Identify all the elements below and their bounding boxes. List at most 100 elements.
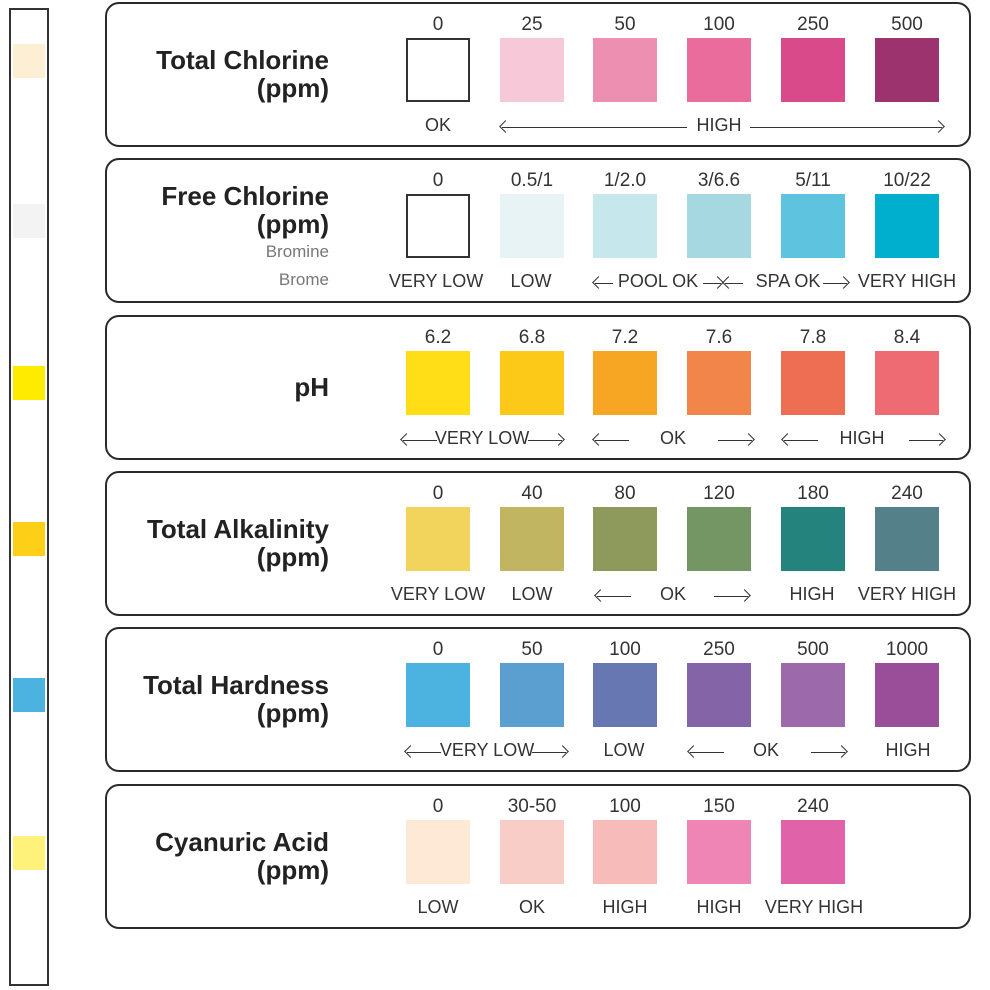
color-swatch bbox=[500, 820, 564, 884]
panel-free-chlorine: Free Chlorine (ppm) Bromine Brome 0 0.5/1 1/2.… bbox=[105, 158, 971, 303]
reading-value: 6.8 bbox=[518, 327, 546, 348]
reading-value: 50 bbox=[614, 14, 636, 35]
color-swatch bbox=[875, 351, 939, 415]
reading-value: 250 bbox=[703, 639, 735, 660]
strip-pad-1 bbox=[13, 44, 45, 78]
panel-title-line: Free Chlorine bbox=[161, 181, 329, 211]
arrow-right-icon bbox=[528, 440, 562, 441]
reading-value: 3/6.6 bbox=[697, 170, 741, 191]
arrow-right-icon bbox=[811, 752, 845, 753]
reading-value: 150 bbox=[703, 796, 735, 817]
range-scale: VERY LOW LOW OK HIGH bbox=[107, 740, 969, 766]
strip-pad-5 bbox=[13, 678, 45, 712]
reading-value: 6.2 bbox=[424, 327, 452, 348]
arrow-right-icon bbox=[703, 283, 721, 284]
reading-value: 10/22 bbox=[883, 170, 931, 191]
arrow-left-icon bbox=[502, 127, 687, 128]
reading-value: 7.8 bbox=[799, 327, 827, 348]
panel-total-hardness: Total Hardness (ppm) 0 50 100 250 500 1000 VERY … bbox=[105, 627, 971, 772]
strip-pad-3 bbox=[13, 366, 45, 400]
color-swatch bbox=[500, 507, 564, 571]
range-label: VERY HIGH bbox=[857, 271, 957, 291]
color-swatch bbox=[593, 194, 657, 258]
range-label: VERY HIGH bbox=[857, 584, 957, 604]
reading-value: 7.6 bbox=[705, 327, 733, 348]
arrow-left-icon bbox=[595, 283, 613, 284]
color-swatch bbox=[406, 663, 470, 727]
reading-value: 1000 bbox=[885, 639, 929, 660]
color-swatch bbox=[500, 351, 564, 415]
range-scale: LOW OK HIGH HIGH VERY HIGH bbox=[107, 897, 969, 923]
panel-title-line: (ppm) bbox=[256, 209, 329, 239]
range-scale: VERY LOW LOW OK HIGH VERY HIGH bbox=[107, 584, 969, 610]
reading-value: 40 bbox=[521, 483, 543, 504]
panel-total-alkalinity: Total Alkalinity (ppm) 0 40 80 120 180 240 VERY … bbox=[105, 471, 971, 616]
panel-title: Total Hardness (ppm) bbox=[143, 671, 329, 727]
reading-value: 100 bbox=[609, 639, 641, 660]
panel-subtitle: Bromine bbox=[265, 242, 329, 261]
reading-value: 100 bbox=[703, 14, 735, 35]
panel-cyanuric-acid: Cyanuric Acid (ppm) 0 30-50 100 150 240 LOW OK HI… bbox=[105, 784, 971, 929]
color-swatch bbox=[781, 820, 845, 884]
range-label: OK bbox=[659, 428, 687, 448]
reading-value: 500 bbox=[891, 14, 923, 35]
reading-value: 100 bbox=[609, 796, 641, 817]
color-swatch bbox=[406, 38, 470, 102]
color-swatch bbox=[593, 663, 657, 727]
range-label: HIGH bbox=[696, 897, 742, 917]
reading-value: 0.5/1 bbox=[510, 170, 554, 191]
color-swatch bbox=[781, 351, 845, 415]
arrow-left-icon bbox=[597, 596, 631, 597]
color-swatch bbox=[500, 194, 564, 258]
color-swatch bbox=[875, 507, 939, 571]
reading-value: 500 bbox=[797, 639, 829, 660]
arrow-left-icon bbox=[725, 283, 743, 284]
range-label: HIGH bbox=[789, 584, 835, 604]
range-scale: VERY LOW LOW POOL OK SPA OK VERY HIGH bbox=[107, 271, 969, 297]
arrow-left-icon bbox=[595, 440, 629, 441]
panel-title: Total Chlorine (ppm) bbox=[156, 46, 329, 102]
range-scale: OK HIGH bbox=[107, 115, 969, 141]
reading-value: 0 bbox=[432, 639, 444, 660]
range-label: VERY LOW bbox=[434, 428, 530, 448]
reading-value: 0 bbox=[432, 170, 444, 191]
range-label: OK bbox=[424, 115, 452, 135]
color-swatch bbox=[593, 820, 657, 884]
panel-title-line: (ppm) bbox=[256, 542, 329, 572]
color-swatch bbox=[406, 194, 470, 258]
color-swatch bbox=[687, 194, 751, 258]
panel-title-line: pH bbox=[294, 372, 329, 402]
arrow-right-icon bbox=[718, 440, 752, 441]
arrow-left-icon bbox=[784, 440, 818, 441]
arrow-right-icon bbox=[714, 596, 748, 597]
arrow-left-icon bbox=[403, 440, 437, 441]
range-label: VERY LOW bbox=[388, 271, 484, 291]
color-swatch bbox=[875, 194, 939, 258]
color-swatch bbox=[593, 351, 657, 415]
color-swatch bbox=[500, 38, 564, 102]
range-label: HIGH bbox=[602, 897, 648, 917]
arrow-right-icon bbox=[823, 283, 847, 284]
color-swatch bbox=[687, 507, 751, 571]
reading-value: 250 bbox=[797, 14, 829, 35]
strip-pad-2 bbox=[13, 204, 45, 238]
color-swatch bbox=[687, 351, 751, 415]
reading-value: 180 bbox=[797, 483, 829, 504]
panel-title-line: Total Hardness bbox=[143, 670, 329, 700]
color-swatch bbox=[406, 351, 470, 415]
reading-value: 80 bbox=[614, 483, 636, 504]
reading-value: 50 bbox=[521, 639, 543, 660]
range-label: OK bbox=[659, 584, 687, 604]
color-swatch bbox=[593, 38, 657, 102]
color-swatch bbox=[593, 507, 657, 571]
color-swatch bbox=[687, 820, 751, 884]
reading-value: 25 bbox=[521, 14, 543, 35]
panel-ph: pH 6.2 6.8 7.2 7.6 7.8 8.4 VERY LOW OK HIGH bbox=[105, 315, 971, 460]
reading-value: 7.2 bbox=[611, 327, 639, 348]
arrow-right-icon bbox=[532, 752, 566, 753]
reading-value: 240 bbox=[891, 483, 923, 504]
color-swatch bbox=[781, 194, 845, 258]
range-label: SPA OK bbox=[755, 271, 821, 291]
range-scale: VERY LOW OK HIGH bbox=[107, 428, 969, 454]
color-swatch bbox=[875, 663, 939, 727]
